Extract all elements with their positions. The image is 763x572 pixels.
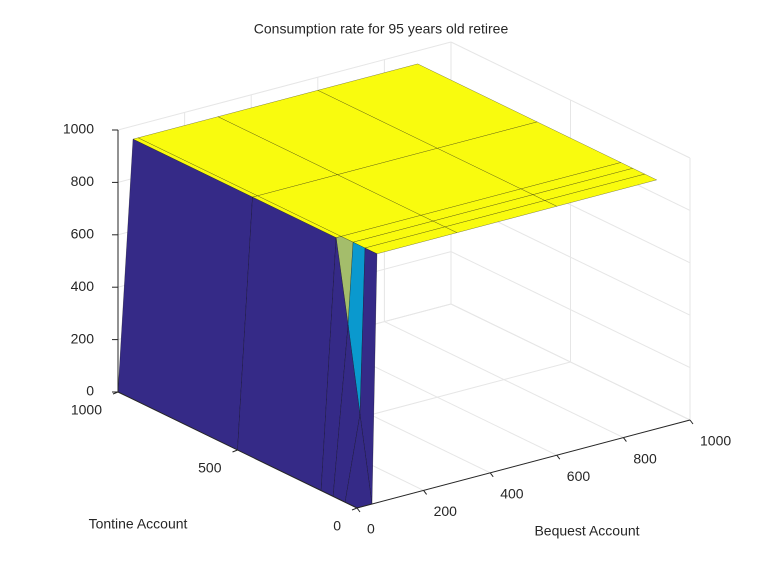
x-tick-label: 600 bbox=[567, 468, 591, 484]
x-tick-label: 1000 bbox=[700, 433, 731, 449]
x-tick-label: 400 bbox=[500, 486, 524, 502]
z-tick-label: 600 bbox=[71, 226, 95, 242]
grid-line bbox=[450, 41, 691, 159]
y-tick bbox=[232, 449, 238, 453]
y-axis-label: Tontine Account bbox=[89, 516, 188, 532]
grid-line bbox=[117, 41, 452, 131]
x-tick bbox=[623, 437, 627, 442]
x-tick bbox=[423, 490, 428, 495]
x-tick-label: 0 bbox=[367, 521, 375, 537]
x-tick bbox=[489, 472, 494, 478]
y-tick-label: 0 bbox=[333, 518, 341, 534]
y-tick-label: 1000 bbox=[71, 402, 102, 418]
x-tick-label: 800 bbox=[633, 450, 657, 466]
x-tick bbox=[556, 454, 561, 460]
z-tick-label: 1000 bbox=[63, 121, 94, 137]
z-tick-label: 800 bbox=[71, 173, 95, 189]
z-tick-label: 0 bbox=[86, 383, 94, 399]
y-tick bbox=[351, 507, 358, 511]
x-tick bbox=[689, 419, 694, 425]
x-tick-label: 200 bbox=[434, 503, 458, 519]
z-tick-label: 200 bbox=[71, 330, 95, 346]
y-tick-label: 500 bbox=[198, 460, 222, 476]
x-tick bbox=[356, 507, 361, 513]
grid-line bbox=[450, 251, 691, 369]
x-axis bbox=[356, 419, 691, 509]
x-axis-label: Bequest Account bbox=[534, 523, 639, 539]
chart-title: Consumption rate for 95 years old retire… bbox=[254, 21, 509, 37]
z-tick-label: 400 bbox=[71, 278, 95, 294]
surface-patch bbox=[237, 196, 337, 491]
grid-line bbox=[450, 303, 691, 421]
